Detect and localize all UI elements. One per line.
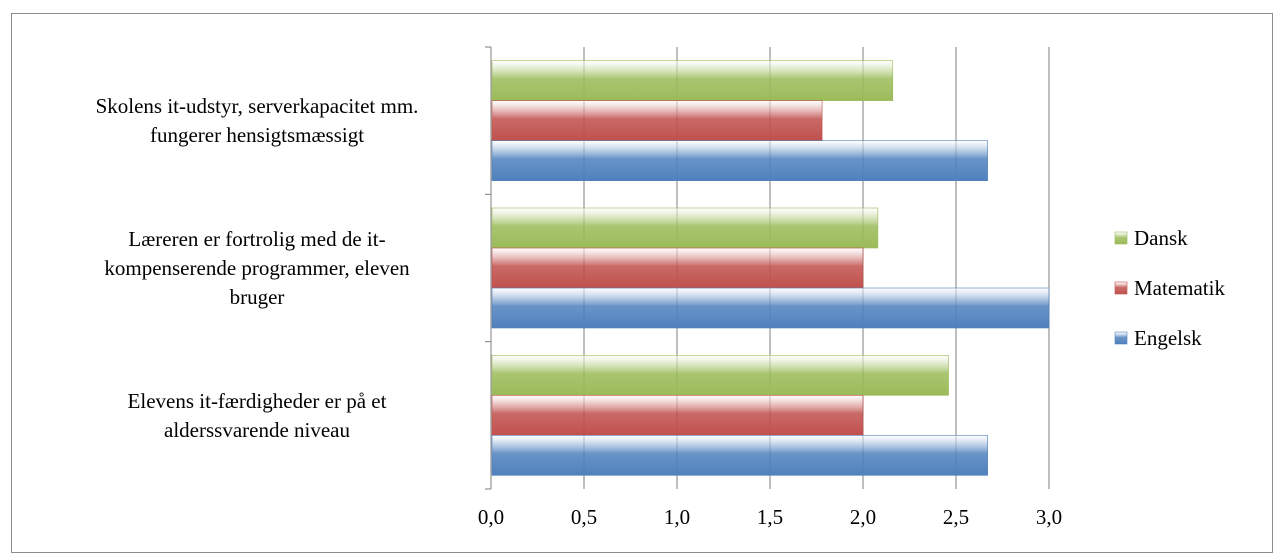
bar-dansk-3: [491, 355, 949, 396]
x-tick-label: 3,0: [1036, 505, 1062, 529]
category-label: Elevens it-færdigheder er på et: [128, 389, 387, 413]
legend-label-dansk: Dansk: [1134, 226, 1188, 250]
bar-engelsk-2: [491, 287, 1050, 329]
bar-matematik-1: [491, 100, 823, 141]
bars: [491, 60, 1050, 476]
category-label: fungerer hensigtsmæssigt: [150, 123, 364, 147]
axes: [485, 46, 492, 490]
legend: Dansk Matematik Engelsk: [1114, 226, 1225, 350]
x-tick-label: 2,5: [943, 505, 969, 529]
category-label: Læreren er fortrolig med de it-: [128, 227, 385, 251]
bar-matematik-2: [491, 247, 864, 289]
bar-engelsk-1: [491, 140, 988, 181]
bar-matematik-3: [491, 395, 864, 436]
x-tick-labels: 0,0 0,5 1,0 1,5 2,0 2,5 3,0: [478, 505, 1062, 529]
legend-label-matematik: Matematik: [1134, 276, 1225, 300]
legend-label-engelsk: Engelsk: [1134, 326, 1202, 350]
category-label: alderssvarende niveau: [164, 418, 350, 442]
legend-swatch-matematik: [1114, 281, 1128, 295]
category-label: bruger: [230, 285, 285, 309]
category-label: Skolens it-udstyr, serverkapacitet mm.: [96, 94, 419, 118]
category-label: kompenserende programmer, eleven: [104, 256, 410, 280]
bar-engelsk-3: [491, 435, 988, 476]
x-tick-label: 1,5: [757, 505, 783, 529]
x-tick-label: 0,5: [571, 505, 597, 529]
bar-dansk-1: [491, 60, 894, 101]
x-tick-label: 2,0: [850, 505, 876, 529]
legend-swatch-dansk: [1114, 231, 1128, 245]
x-tick-label: 0,0: [478, 505, 504, 529]
legend-swatch-engelsk: [1114, 331, 1128, 345]
x-tick-label: 1,0: [664, 505, 690, 529]
bar-dansk-2: [491, 207, 879, 249]
category-labels: Skolens it-udstyr, serverkapacitet mm. fu…: [96, 94, 419, 442]
